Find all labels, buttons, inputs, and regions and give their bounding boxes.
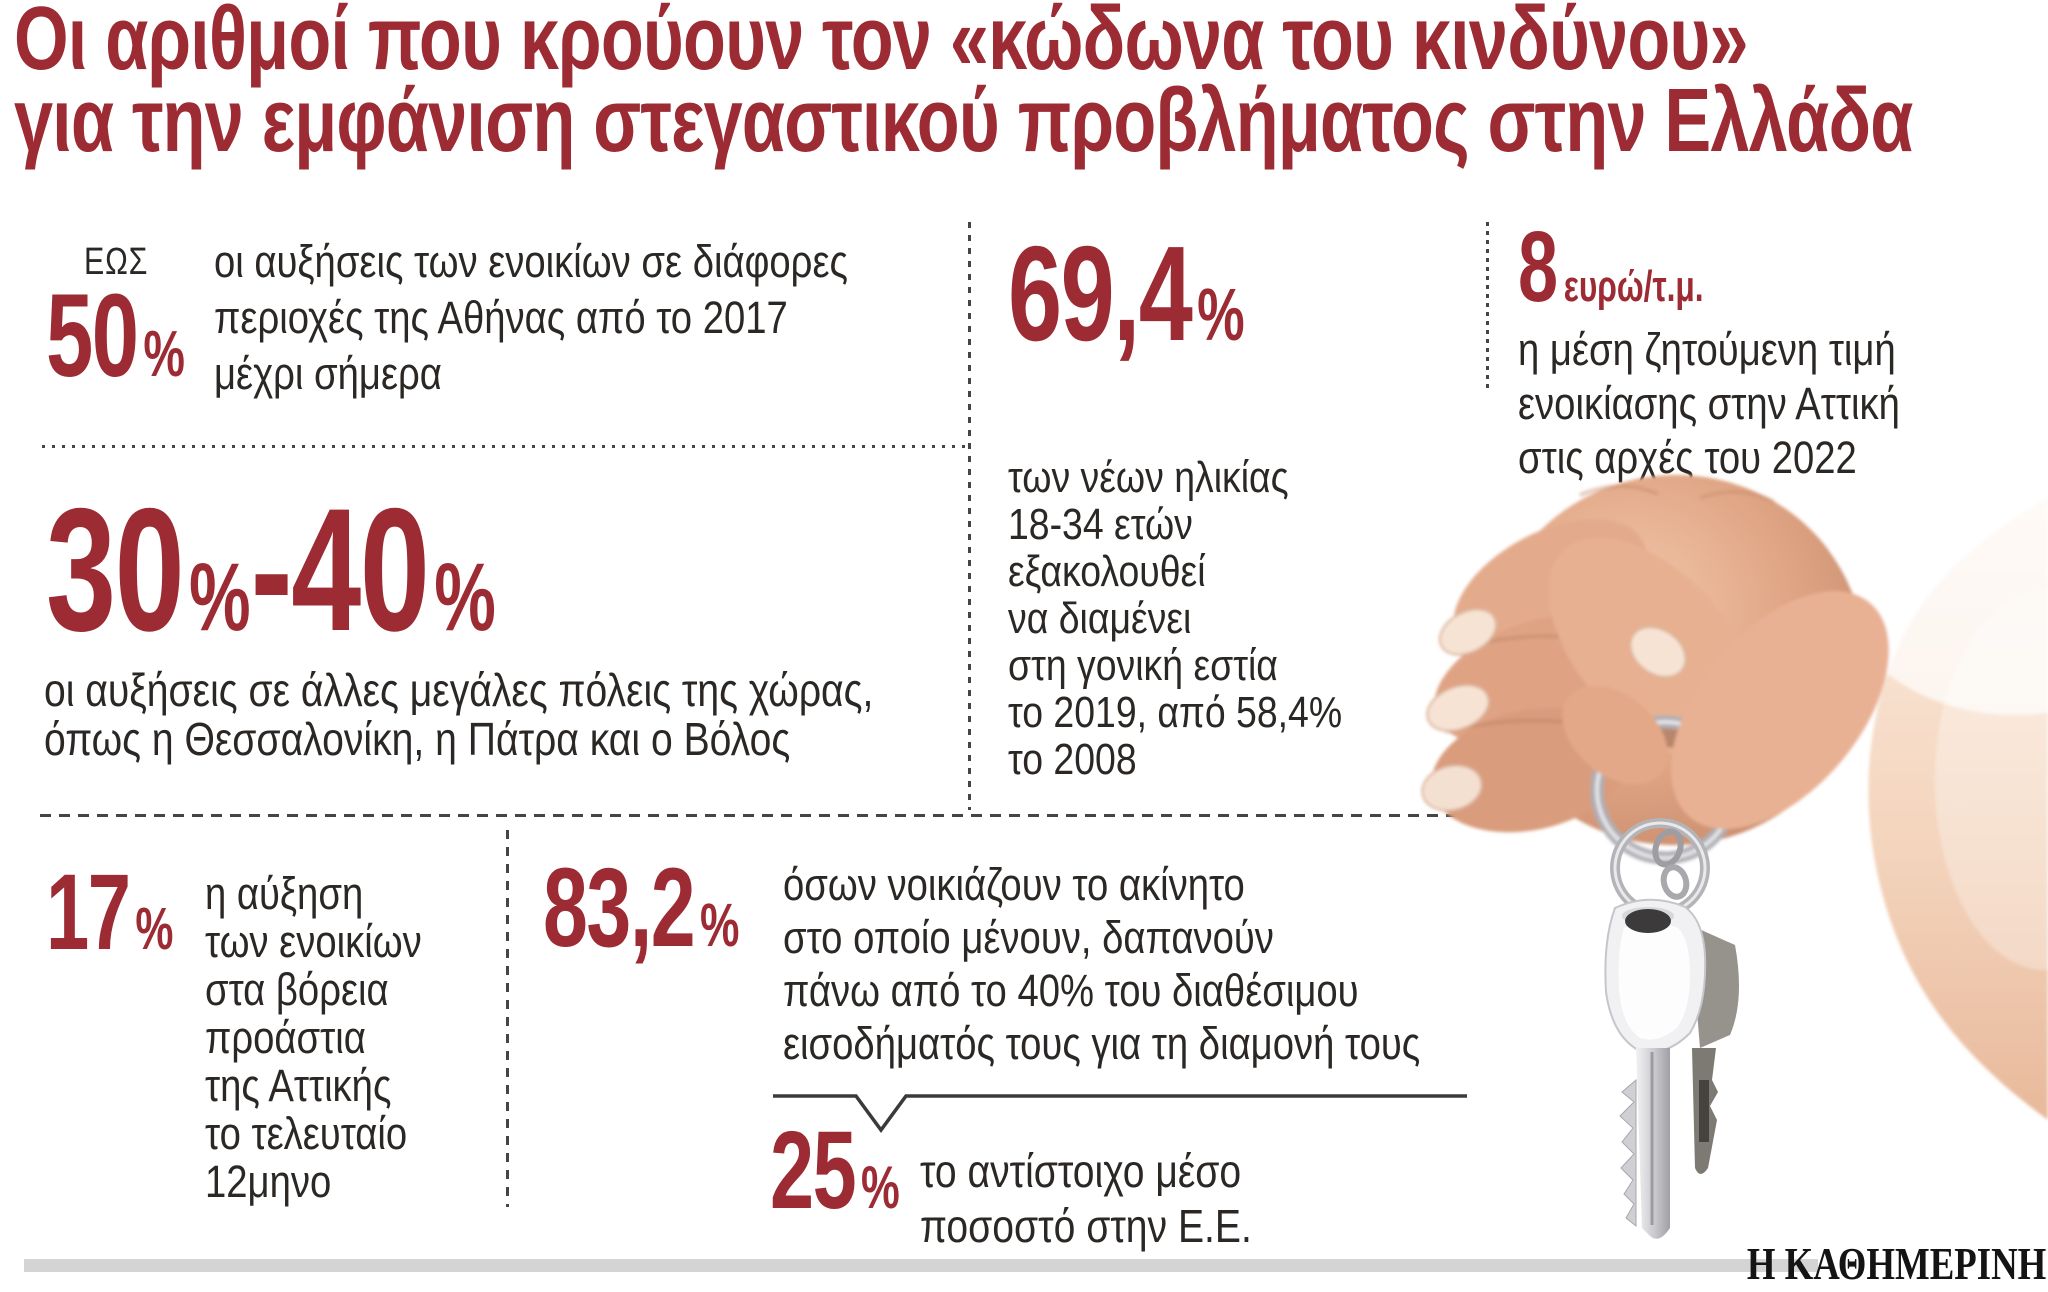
stat-suburbs-unit: % [135, 895, 174, 962]
stat-renters-text-line: στο οποίο μένουν, δαπανούν [783, 912, 1274, 963]
stat-renters-unit: % [699, 891, 740, 960]
stat-cities-number-1: 30 [46, 473, 185, 668]
bracket-connector [773, 1094, 1467, 1133]
stat-cities-text-line: οι αυξήσεις σε άλλες μεγάλες πόλεις της … [44, 664, 874, 716]
stat-cities-separator: - [250, 473, 293, 668]
stat-eu-text: το αντίστοιχο μέσο ποσοστό στην Ε.Ε. [920, 1144, 1252, 1254]
stat-athens-unit: % [143, 317, 185, 390]
stat-athens-text-line: περιοχές της Αθήνας από το 2017 [214, 292, 788, 343]
hand-keys-photo [1421, 415, 2048, 1239]
stat-cities-text-line: όπως η Θεσσαλονίκη, η Πάτρα και ο Βόλος [44, 713, 791, 765]
stat-suburbs-text-line: η αύξηση [205, 868, 364, 919]
divider-horizontal-middle [40, 814, 1467, 817]
chain-link [1660, 864, 1690, 900]
keys [1604, 818, 1739, 1239]
stat-athens-prefix: ΕΩΣ [84, 241, 149, 283]
stat-young-text-line: να διαμένει [1008, 594, 1192, 643]
stat-price-text-line: ενοικίασης στην Αττική [1518, 378, 1900, 429]
stat-suburbs-text-line: το τελευταίο [205, 1108, 408, 1159]
page-title-line1: Οι αριθμοί που κρούουν τον «κώδωνα του κ… [14, 0, 1749, 89]
stat-young-text-line: εξακολουθεί [1008, 547, 1206, 596]
stat-young-value: 69,4% [1008, 226, 1245, 361]
stat-cities-unit-2: % [434, 544, 496, 651]
stat-young-text-line: το 2008 [1008, 735, 1137, 784]
stat-suburbs-text-line: των ενοικίων [205, 916, 422, 967]
stat-renters-text-line: όσων νοικιάζουν το ακίνητο [783, 859, 1245, 910]
stat-price-text: η μέση ζητούμενη τιμή ενοικίασης στην Ατ… [1518, 323, 1900, 485]
stat-renters-text: όσων νοικιάζουν το ακίνητο στο οποίο μέν… [783, 858, 1420, 1070]
stat-suburbs-text-line: της Αττικής [205, 1060, 392, 1111]
stat-cities-unit-1: % [189, 544, 251, 651]
stat-cities-value: 30%-40% [46, 483, 496, 658]
stat-suburbs-text-line: στα βόρεια [205, 964, 389, 1015]
stat-eu-unit: % [860, 1153, 900, 1221]
stat-renters-text-line: πάνω από το 40% του διαθέσιμου [783, 965, 1359, 1016]
stat-renters-text-line: εισοδήματός τους για τη διαμονή τους [783, 1018, 1421, 1069]
stat-price-text-line: η μέση ζητούμενη τιμή [1518, 324, 1896, 375]
stat-suburbs-number: 17 [46, 851, 131, 972]
divider-horizontal-top [42, 445, 966, 448]
stat-eu-value: 25% [770, 1116, 900, 1226]
stat-suburbs-value: 17% [46, 858, 173, 966]
stat-young-text-line: των νέων ηλικίας [1008, 453, 1289, 502]
hand [1421, 415, 2048, 1120]
stat-price-text-line: στις αρχές του 2022 [1518, 432, 1857, 483]
stat-young-text-line: στη γονική εστία [1008, 641, 1278, 690]
stat-athens-number: 50 [46, 270, 139, 402]
key-front [1604, 898, 1707, 1239]
divider-vertical-bottom [506, 830, 509, 1207]
stat-cities-text: οι αυξήσεις σε άλλες μεγάλες πόλεις της … [44, 666, 873, 764]
stat-price-unit: ευρώ/τ.μ. [1563, 262, 1704, 311]
stat-eu-text-line: το αντίστοιχο μέσο [920, 1145, 1242, 1197]
stat-suburbs-text: η αύξηση των ενοικίων στα βόρεια προάστι… [205, 870, 422, 1206]
stat-young-text: των νέων ηλικίας 18-34 ετών εξακολουθεί … [1008, 454, 1342, 783]
chain-link [1652, 828, 1684, 868]
stat-suburbs-text-line: 12μηνο [205, 1156, 332, 1207]
stat-cities-number-2: 40 [291, 473, 430, 668]
stat-eu-text-line: ποσοστό στην Ε.Ε. [920, 1200, 1252, 1252]
stat-young-text-line: 18-34 ετών [1008, 500, 1193, 549]
page-title-line2: για την εμφάνιση στεγαστικού προβλήματος… [14, 71, 1913, 171]
stat-athens-text: οι αυξήσεις των ενοικίων σε διάφορες περ… [214, 234, 848, 402]
stat-athens-text-line: μέχρι σήμερα [214, 348, 442, 399]
stat-price-value: 8 ευρώ/τ.μ. [1518, 217, 1704, 317]
stat-renters-value: 83,2% [543, 852, 739, 964]
newspaper-logo: Η ΚΑΘΗΜΕΡΙΝΗ [1746, 1238, 2046, 1289]
stat-athens-value: 50% [46, 277, 185, 395]
stat-young-unit: % [1197, 273, 1245, 356]
divider-vertical-right [1486, 222, 1489, 392]
footer-rule [24, 1259, 1818, 1272]
stat-athens-text-line: οι αυξήσεις των ενοικίων σε διάφορες [214, 236, 848, 287]
page-title: Οι αριθμοί που κρούουν τον «κώδωνα του κ… [14, 0, 1913, 171]
stat-price-number: 8 [1518, 211, 1558, 323]
divider-vertical-left [968, 222, 971, 810]
stat-suburbs-text-line: προάστια [205, 1012, 366, 1063]
stat-young-text-line: το 2019, από 58,4% [1008, 688, 1343, 737]
stat-renters-number: 83,2 [543, 845, 696, 970]
stat-young-number: 69,4 [1008, 218, 1193, 369]
stat-eu-number: 25 [770, 1109, 857, 1232]
